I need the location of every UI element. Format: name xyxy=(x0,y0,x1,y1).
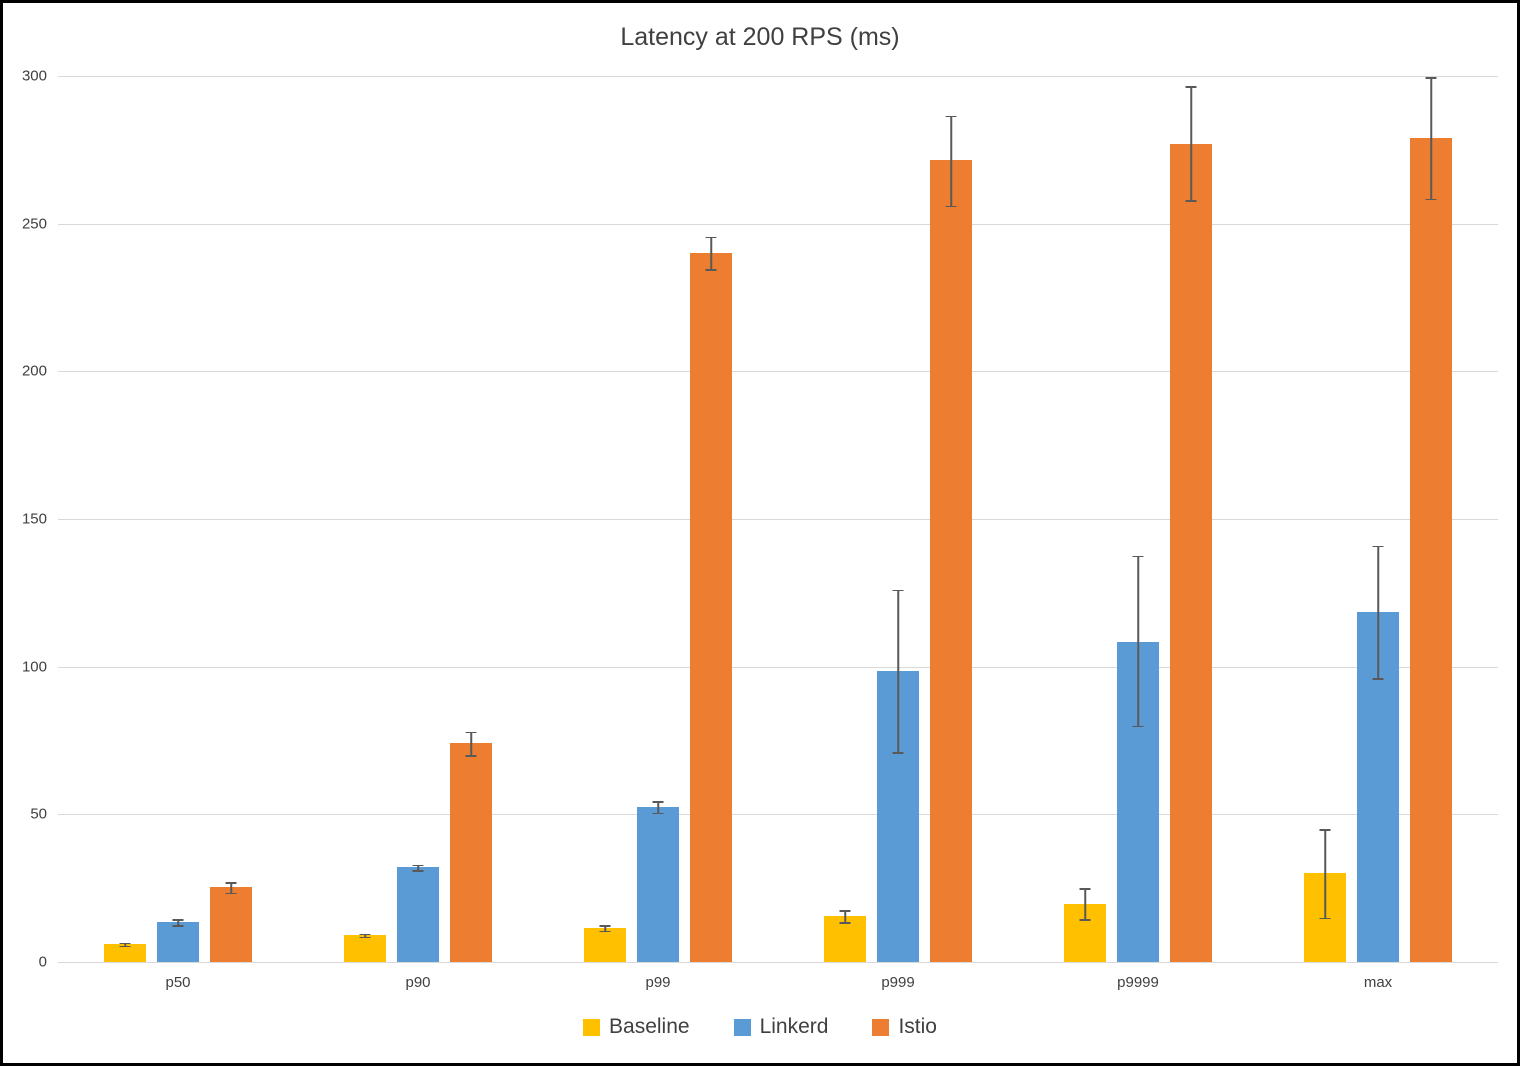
y-tick-label: 50 xyxy=(30,805,47,823)
y-tick-label: 250 xyxy=(21,215,47,233)
error-cap-low xyxy=(1425,198,1437,201)
error-cap-low xyxy=(705,269,717,271)
error-bar-linkerd-p9999 xyxy=(1137,555,1139,726)
error-cap-high xyxy=(465,731,477,734)
bar-linkerd-p50 xyxy=(157,922,199,962)
error-cap-low xyxy=(652,812,664,815)
gridline-300 xyxy=(58,76,1498,77)
error-bar-linkerd-p50 xyxy=(177,919,179,926)
bar-istio-p99 xyxy=(690,253,732,962)
bar-istio-p90 xyxy=(450,743,492,962)
bar-linkerd-p99 xyxy=(637,806,679,962)
bar-baseline-p50 xyxy=(104,944,146,962)
error-cap-low xyxy=(1079,919,1091,921)
legend-label: Baseline xyxy=(609,1015,690,1038)
error-bar-linkerd-max xyxy=(1377,545,1379,679)
legend: Baseline Linkerd Istio xyxy=(3,1015,1517,1039)
bar-linkerd-p90 xyxy=(397,867,439,962)
legend-item-linkerd: Linkerd xyxy=(733,1015,829,1039)
y-tick-label: 0 xyxy=(38,953,47,971)
error-cap-high xyxy=(1319,829,1331,831)
category-label-p90: p90 xyxy=(405,974,431,991)
gridline-0 xyxy=(58,962,1498,963)
error-cap-high xyxy=(892,589,904,592)
error-cap-high xyxy=(1079,888,1091,890)
error-cap-high xyxy=(1132,555,1144,558)
error-cap-low xyxy=(1185,200,1197,202)
error-bar-istio-p90 xyxy=(470,731,472,756)
error-cap-low xyxy=(1319,917,1331,920)
error-cap-low xyxy=(892,752,904,754)
error-cap-low xyxy=(1372,678,1384,680)
y-tick-label: 300 xyxy=(21,67,47,85)
bar-istio-p999 xyxy=(930,160,972,962)
category-label-p9999: p9999 xyxy=(1117,974,1159,991)
category-label-p999: p999 xyxy=(881,974,915,991)
error-bar-istio-p9999 xyxy=(1190,86,1192,201)
error-cap-high xyxy=(119,942,131,945)
error-bar-baseline-max xyxy=(1324,829,1326,918)
error-cap-low xyxy=(172,925,184,927)
error-bar-linkerd-p90 xyxy=(417,864,419,871)
legend-label: Istio xyxy=(898,1015,937,1038)
error-cap-high xyxy=(412,864,424,867)
error-cap-high xyxy=(945,115,957,118)
error-bar-baseline-p99 xyxy=(604,925,606,931)
error-cap-low xyxy=(465,755,477,757)
error-cap-low xyxy=(225,892,237,895)
gridline-150 xyxy=(58,519,1498,520)
error-cap-low xyxy=(119,945,131,948)
gridline-250 xyxy=(58,223,1498,225)
error-cap-high xyxy=(359,933,371,936)
error-cap-low xyxy=(945,205,957,208)
error-cap-high xyxy=(1425,77,1437,79)
error-cap-low xyxy=(1132,725,1144,728)
error-bar-istio-p999 xyxy=(950,115,952,206)
error-bar-linkerd-p999 xyxy=(897,589,899,753)
error-cap-low xyxy=(359,936,371,939)
legend-label: Linkerd xyxy=(759,1015,829,1038)
error-cap-high xyxy=(172,919,184,921)
bar-baseline-p999 xyxy=(824,916,866,962)
y-tick-label: 150 xyxy=(21,510,47,528)
bar-istio-p50 xyxy=(210,886,252,962)
legend-item-istio: Istio xyxy=(872,1015,937,1039)
error-cap-low xyxy=(412,870,424,872)
legend-item-baseline: Baseline xyxy=(583,1015,690,1039)
error-bar-istio-p50 xyxy=(230,882,232,893)
gridline-50 xyxy=(58,814,1498,816)
error-bar-baseline-p9999 xyxy=(1084,888,1086,920)
y-tick-label: 100 xyxy=(21,658,47,676)
error-cap-high xyxy=(1372,545,1384,548)
error-bar-istio-max xyxy=(1430,77,1432,199)
bar-baseline-p99 xyxy=(584,928,626,962)
error-cap-high xyxy=(1185,86,1197,88)
bar-baseline-p90 xyxy=(344,935,386,962)
legend-swatch-icon xyxy=(583,1018,601,1036)
error-cap-high xyxy=(599,925,611,927)
error-bar-istio-p99 xyxy=(710,236,712,270)
bar-istio-max xyxy=(1410,138,1452,962)
error-bar-baseline-p999 xyxy=(844,910,846,923)
error-cap-high xyxy=(225,882,237,884)
error-cap-low xyxy=(599,930,611,933)
error-cap-high xyxy=(839,910,851,912)
bar-istio-p9999 xyxy=(1170,143,1212,962)
plot-area: 0 50 100 150 200 250 300 p50 p90 p99 p999 p9999 max xyxy=(3,3,1517,1063)
gridline-100 xyxy=(58,666,1498,668)
error-bar-linkerd-p99 xyxy=(657,801,659,813)
error-cap-high xyxy=(705,236,717,239)
chart-title: Latency at 200 RPS (ms) xyxy=(620,23,900,51)
legend-swatch-icon xyxy=(872,1018,890,1036)
gridline-200 xyxy=(58,371,1498,373)
category-label-p99: p99 xyxy=(645,974,671,991)
category-label-p50: p50 xyxy=(165,974,191,991)
legend-swatch-icon xyxy=(733,1018,751,1036)
error-cap-high xyxy=(652,801,664,803)
y-tick-label: 200 xyxy=(21,362,47,380)
category-label-max: max xyxy=(1363,974,1393,991)
error-cap-low xyxy=(839,922,851,924)
